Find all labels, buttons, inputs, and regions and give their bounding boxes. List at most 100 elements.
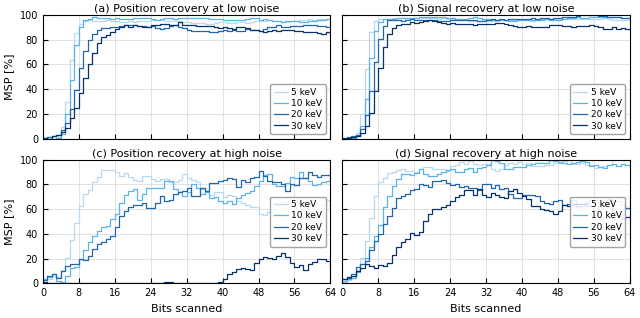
- X-axis label: Bits scanned: Bits scanned: [451, 304, 522, 314]
- 10 keV: [291, 176, 298, 180]
- 10 keV: [406, 173, 413, 177]
- Line: 30 keV: 30 keV: [43, 22, 330, 139]
- 10 keV: [88, 15, 96, 19]
- 5 keV: [339, 137, 346, 141]
- 30 keV: [626, 28, 634, 32]
- Y-axis label: MSP [%]: MSP [%]: [4, 53, 14, 100]
- 30 keV: [39, 136, 47, 140]
- 30 keV: [165, 280, 173, 284]
- 30 keV: [406, 231, 413, 235]
- 20 keV: [626, 16, 634, 19]
- 10 keV: [295, 170, 303, 174]
- Line: 5 keV: 5 keV: [342, 160, 630, 282]
- Line: 5 keV: 5 keV: [43, 169, 330, 282]
- 10 keV: [317, 180, 325, 184]
- 10 keV: [170, 17, 177, 21]
- 30 keV: [590, 209, 598, 213]
- 10 keV: [339, 279, 346, 283]
- 5 keV: [129, 20, 136, 24]
- 10 keV: [608, 15, 616, 19]
- 5 keV: [617, 18, 625, 22]
- 30 keV: [491, 193, 499, 197]
- 10 keV: [460, 17, 467, 20]
- 5 keV: [111, 19, 118, 23]
- Line: 30 keV: 30 keV: [342, 189, 630, 279]
- Y-axis label: MSP [%]: MSP [%]: [4, 198, 14, 245]
- 20 keV: [581, 13, 589, 17]
- 20 keV: [326, 176, 334, 180]
- 5 keV: [165, 19, 173, 23]
- Line: 20 keV: 20 keV: [342, 15, 630, 139]
- 5 keV: [563, 158, 571, 162]
- Line: 10 keV: 10 keV: [43, 17, 330, 139]
- 5 keV: [39, 280, 47, 284]
- 5 keV: [165, 180, 173, 183]
- 10 keV: [424, 15, 431, 19]
- X-axis label: Bits scanned: Bits scanned: [151, 304, 222, 314]
- 10 keV: [295, 20, 303, 24]
- 20 keV: [486, 17, 494, 21]
- 30 keV: [295, 263, 303, 266]
- 30 keV: [277, 252, 285, 255]
- 5 keV: [406, 169, 413, 173]
- 20 keV: [286, 24, 294, 28]
- 30 keV: [44, 137, 51, 141]
- 5 keV: [590, 17, 598, 21]
- Title: (c) Position recovery at high noise: (c) Position recovery at high noise: [92, 149, 282, 159]
- Line: 10 keV: 10 keV: [342, 160, 630, 281]
- 30 keV: [129, 281, 136, 285]
- 10 keV: [460, 167, 467, 171]
- 20 keV: [626, 204, 634, 208]
- 5 keV: [590, 166, 598, 170]
- 30 keV: [406, 21, 413, 24]
- 10 keV: [39, 137, 47, 141]
- 30 keV: [317, 32, 325, 36]
- 30 keV: [326, 32, 334, 36]
- 10 keV: [111, 212, 118, 216]
- 10 keV: [165, 179, 173, 183]
- 20 keV: [291, 183, 298, 187]
- 10 keV: [626, 16, 634, 20]
- 30 keV: [339, 136, 346, 140]
- 20 keV: [39, 136, 47, 140]
- 20 keV: [308, 23, 316, 26]
- 30 keV: [39, 280, 47, 284]
- 30 keV: [617, 217, 625, 221]
- 10 keV: [406, 16, 413, 20]
- 20 keV: [590, 13, 598, 17]
- 20 keV: [424, 185, 431, 189]
- 30 keV: [473, 187, 481, 191]
- 10 keV: [590, 163, 598, 167]
- 20 keV: [124, 205, 132, 209]
- 5 keV: [44, 137, 51, 141]
- 30 keV: [129, 23, 136, 26]
- 20 keV: [106, 25, 114, 29]
- Legend: 5 keV, 10 keV, 20 keV, 30 keV: 5 keV, 10 keV, 20 keV, 30 keV: [570, 197, 625, 246]
- Line: 20 keV: 20 keV: [43, 24, 330, 138]
- 10 keV: [486, 158, 494, 162]
- 10 keV: [317, 18, 325, 22]
- Legend: 5 keV, 10 keV, 20 keV, 30 keV: 5 keV, 10 keV, 20 keV, 30 keV: [271, 84, 326, 134]
- Line: 5 keV: 5 keV: [342, 18, 630, 139]
- 5 keV: [192, 21, 200, 25]
- 10 keV: [326, 17, 334, 21]
- 10 keV: [491, 159, 499, 163]
- 20 keV: [255, 169, 262, 173]
- Legend: 5 keV, 10 keV, 20 keV, 30 keV: 5 keV, 10 keV, 20 keV, 30 keV: [271, 197, 326, 246]
- 10 keV: [486, 18, 494, 22]
- 5 keV: [464, 19, 472, 23]
- 20 keV: [188, 194, 195, 197]
- 30 keV: [424, 18, 431, 22]
- 20 keV: [460, 18, 467, 22]
- 20 keV: [161, 26, 168, 30]
- 5 keV: [617, 158, 625, 162]
- 10 keV: [57, 280, 65, 284]
- 30 keV: [464, 22, 472, 25]
- 5 keV: [626, 19, 634, 23]
- 10 keV: [626, 164, 634, 168]
- 5 keV: [424, 165, 431, 169]
- 10 keV: [129, 187, 136, 191]
- 30 keV: [424, 212, 431, 216]
- 20 keV: [464, 186, 472, 190]
- 30 keV: [317, 258, 325, 261]
